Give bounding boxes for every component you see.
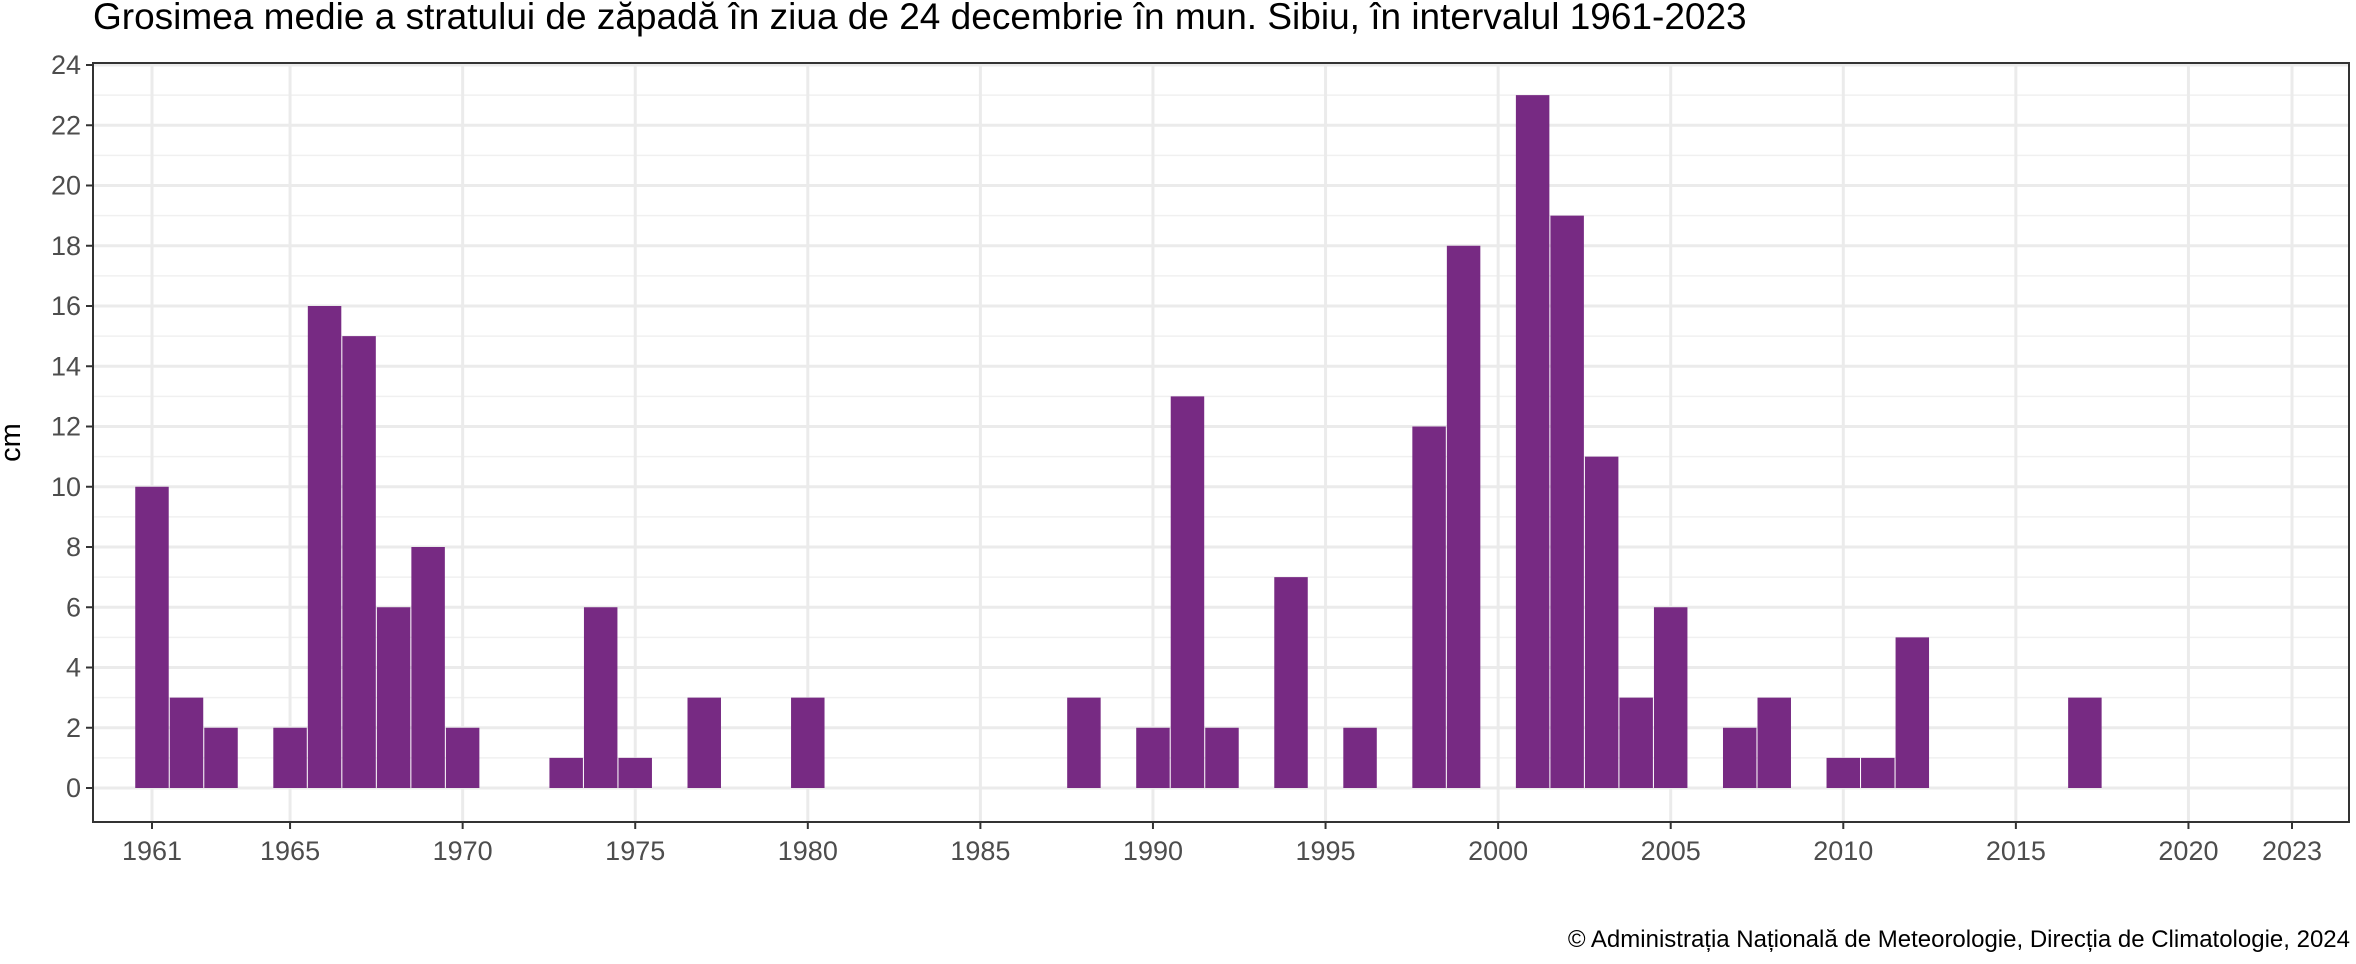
bar-1973 — [549, 757, 583, 788]
x-tick-label: 2015 — [1986, 836, 2046, 866]
bar-1988 — [1067, 697, 1101, 788]
bar-2003 — [1584, 456, 1619, 788]
bar-1974 — [583, 607, 618, 788]
bar-1994 — [1274, 577, 1308, 788]
y-tick-label: 2 — [66, 713, 81, 743]
bar-1977 — [687, 697, 721, 788]
bar-1992 — [1205, 727, 1239, 788]
plot-panel — [93, 63, 2349, 822]
y-tick-label: 20 — [51, 171, 81, 201]
bar-1990 — [1136, 727, 1170, 788]
bar-2011 — [1861, 757, 1895, 788]
x-tick-label: 1995 — [1296, 836, 1356, 866]
bar-2007 — [1722, 727, 1757, 788]
x-tick-label: 2005 — [1641, 836, 1701, 866]
bar-1996 — [1343, 727, 1377, 788]
x-tick-label: 1980 — [778, 836, 838, 866]
bar-1966 — [307, 306, 342, 788]
bar-2001 — [1515, 95, 1550, 788]
x-tick-label: 1965 — [260, 836, 320, 866]
y-tick-label: 4 — [66, 653, 81, 683]
bar-1991 — [1170, 396, 1205, 788]
x-tick-label: 2000 — [1468, 836, 1528, 866]
y-tick-label: 12 — [51, 412, 81, 442]
y-tick-label: 16 — [51, 291, 81, 321]
x-tick-label: 1975 — [605, 836, 665, 866]
bar-2010 — [1826, 757, 1861, 788]
bar-2012 — [1895, 637, 1930, 788]
x-tick-label: 1990 — [1123, 836, 1183, 866]
x-tick-label: 1985 — [950, 836, 1010, 866]
y-tick-label: 8 — [66, 532, 81, 562]
bar-1999 — [1446, 245, 1481, 788]
bar-1963 — [204, 727, 238, 788]
y-tick-label: 18 — [51, 231, 81, 261]
panel-border — [92, 62, 2350, 823]
bar-2017 — [2068, 697, 2102, 788]
chart-title: Grosimea medie a stratului de zăpadă în … — [93, 0, 1747, 37]
y-tick-label: 0 — [66, 773, 81, 803]
bar-2002 — [1550, 215, 1584, 788]
y-axis-label: cm — [0, 423, 27, 462]
x-tick-label: 2023 — [2262, 836, 2322, 866]
bar-2005 — [1653, 607, 1688, 788]
bar-1970 — [445, 727, 480, 788]
x-tick-label: 2010 — [1813, 836, 1873, 866]
y-tick-label: 10 — [51, 472, 81, 502]
x-tick-label: 1961 — [122, 836, 182, 866]
y-tick-label: 22 — [51, 110, 81, 140]
bar-1962 — [169, 697, 204, 788]
bar-2004 — [1619, 697, 1653, 788]
bar-1998 — [1412, 426, 1446, 788]
bar-1969 — [411, 547, 445, 788]
bar-1967 — [342, 336, 376, 788]
y-tick-label: 14 — [51, 351, 81, 381]
y-tick-label: 6 — [66, 592, 81, 622]
bar-1961 — [135, 486, 169, 788]
chart-caption: © Administrația Națională de Meteorologi… — [1567, 926, 2350, 953]
bar-1975 — [618, 757, 652, 788]
bar-1980 — [791, 697, 825, 788]
x-tick-label: 2020 — [2158, 836, 2218, 866]
bar-1968 — [376, 607, 411, 788]
x-tick-label: 1970 — [433, 836, 493, 866]
bar-2008 — [1757, 697, 1791, 788]
y-tick-label: 24 — [51, 50, 81, 80]
bar-1965 — [273, 727, 307, 788]
